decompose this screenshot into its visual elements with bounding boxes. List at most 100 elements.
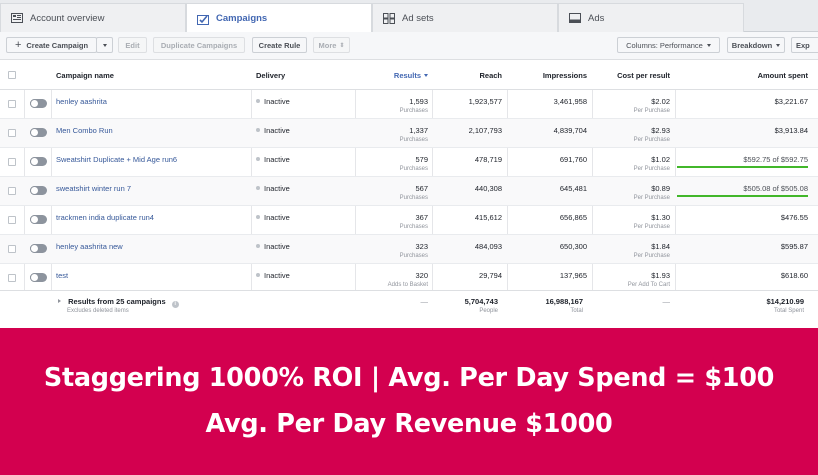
status-dot-icon [256, 99, 260, 103]
sort-descending-icon [424, 73, 428, 77]
campaign-toggle[interactable] [30, 273, 47, 282]
columns-label: Columns: Performance [626, 40, 703, 50]
amount-value: $505.08 of $505.08 [743, 184, 808, 193]
cost-value: $1.84 [651, 242, 670, 251]
cost-cell: $1.93 Per Add To Cart [592, 264, 670, 293]
status-dot-icon [256, 273, 260, 277]
footer-impressions: 16,988,167 [545, 297, 583, 306]
create-rule-button[interactable]: Create Rule [252, 37, 307, 53]
table-row[interactable]: trackmen india duplicate run4 Inactive 367… [0, 206, 818, 235]
amount-cell: $3,221.67 [675, 90, 808, 119]
create-campaign-dropdown[interactable] [96, 37, 113, 53]
results-value: 367 [415, 213, 428, 222]
amount-cell: $505.08 of $505.08 [675, 177, 808, 206]
tab-campaigns[interactable]: Campaigns [186, 3, 372, 33]
footer-reach: 5,704,743 [464, 297, 498, 306]
cost-type: Per Purchase [633, 108, 670, 114]
reach-value: 2,107,793 [468, 126, 502, 135]
expand-arrow-icon[interactable] [58, 299, 61, 303]
amount-value: $476.55 [780, 213, 808, 222]
toolbar: + Create Campaign Edit Duplicate Campaig… [0, 32, 818, 60]
campaign-name-link[interactable]: henley aashrita new [56, 242, 123, 251]
footer-cost: — [662, 297, 671, 306]
row-checkbox[interactable] [8, 100, 16, 108]
table-row[interactable]: sweatshirt winter run 7 Inactive 567 Purcha… [0, 177, 818, 206]
info-icon[interactable]: i [171, 301, 179, 308]
edit-button[interactable]: Edit [118, 37, 147, 53]
select-all-checkbox[interactable] [8, 71, 16, 79]
table-header: Campaign name Delivery Results Reach Imp… [0, 60, 818, 90]
column-header-amount-spent[interactable]: Amount spent [757, 70, 808, 80]
table-row[interactable]: henley aashrita Inactive 1,593 Purchases 1,9… [0, 90, 818, 119]
row-checkbox[interactable] [8, 158, 16, 166]
column-header-results[interactable]: Results [355, 60, 428, 90]
campaign-name-link[interactable]: trackmen india duplicate run4 [56, 213, 154, 222]
reach-value: 478,719 [474, 155, 502, 164]
campaign-toggle[interactable] [30, 186, 47, 195]
export-button[interactable]: Exp [791, 37, 818, 53]
tab-ads[interactable]: Ads [558, 3, 744, 32]
campaign-name-link[interactable]: Sweatshirt Duplicate + Mid Age run6 [56, 155, 178, 164]
more-label: More [318, 40, 337, 50]
tab-label: Campaigns [216, 13, 268, 24]
column-header-reach[interactable]: Reach [479, 70, 502, 80]
delivery-status: Inactive [256, 97, 290, 106]
column-header-impressions[interactable]: Impressions [542, 70, 587, 80]
table-row[interactable]: Men Combo Run Inactive 1,337 Purchases 2,107… [0, 119, 818, 148]
campaign-name-link[interactable]: sweatshirt winter run 7 [56, 184, 132, 193]
campaign-name-link[interactable]: henley aashrita [56, 97, 107, 106]
delivery-label: Inactive [264, 271, 290, 280]
ad-sets-icon [383, 13, 395, 24]
amount-value: $595.87 [780, 242, 808, 251]
cost-cell: $2.93 Per Purchase [592, 119, 670, 148]
table-row[interactable]: test Inactive 320 Adds to Basket 29,794 137,9… [0, 264, 818, 293]
delivery-status: Inactive [256, 184, 290, 193]
campaign-name-link[interactable]: test [56, 271, 69, 280]
results-value: 320 [415, 271, 428, 280]
column-header-campaign-name[interactable]: Campaign name [56, 70, 114, 80]
campaign-name-link[interactable]: Men Combo Run [56, 126, 113, 135]
impressions-cell: 645,481 [507, 177, 587, 206]
campaign-toggle[interactable] [30, 128, 47, 137]
create-campaign-button[interactable]: + Create Campaign [6, 37, 97, 53]
reach-cell: 1,923,577 [432, 90, 502, 119]
budget-progress-bar [677, 195, 808, 197]
amount-cell: $618.60 [675, 264, 808, 293]
tab-bar: Account overview Campaigns Ad sets Ads [0, 0, 818, 33]
results-cell: 367 Purchases [355, 206, 428, 235]
amount-cell: $3,913.84 [675, 119, 808, 148]
cost-type: Per Purchase [633, 166, 670, 172]
column-header-cost-per-result[interactable]: Cost per result [617, 70, 670, 80]
row-checkbox[interactable] [8, 245, 16, 253]
column-header-delivery[interactable]: Delivery [256, 70, 286, 80]
footer-results: — [420, 297, 429, 306]
campaign-toggle[interactable] [30, 157, 47, 166]
delivery-status: Inactive [256, 242, 290, 251]
duplicate-campaigns-button[interactable]: Duplicate Campaigns [153, 37, 245, 53]
row-checkbox[interactable] [8, 129, 16, 137]
campaign-toggle[interactable] [30, 99, 47, 108]
cost-cell: $2.02 Per Purchase [592, 90, 670, 119]
row-checkbox[interactable] [8, 274, 16, 282]
row-checkbox[interactable] [8, 187, 16, 195]
cost-type: Per Purchase [633, 137, 670, 143]
row-checkbox[interactable] [8, 216, 16, 224]
cost-cell: $1.30 Per Purchase [592, 206, 670, 235]
columns-dropdown[interactable]: Columns: Performance [617, 37, 720, 53]
impressions-value: 645,481 [559, 184, 587, 193]
table-row[interactable]: Sweatshirt Duplicate + Mid Age run6 Inact… [0, 148, 818, 177]
campaign-toggle[interactable] [30, 244, 47, 253]
impressions-value: 4,839,704 [553, 126, 587, 135]
tab-label: Ads [588, 12, 605, 24]
campaigns-table: Campaign name Delivery Results Reach Imp… [0, 60, 818, 324]
results-header-label: Results [393, 70, 421, 80]
tab-account-overview[interactable]: Account overview [0, 3, 186, 32]
table-row[interactable]: henley aashrita new Inactive 323 Purchases 4… [0, 235, 818, 264]
more-button[interactable]: More ⇕ [313, 37, 350, 53]
footer-note: Excludes deleted items [67, 308, 129, 314]
campaign-toggle[interactable] [30, 215, 47, 224]
delivery-status: Inactive [256, 271, 290, 280]
cost-type: Per Purchase [633, 195, 670, 201]
breakdown-dropdown[interactable]: Breakdown [727, 37, 785, 53]
tab-ad-sets[interactable]: Ad sets [372, 3, 558, 32]
